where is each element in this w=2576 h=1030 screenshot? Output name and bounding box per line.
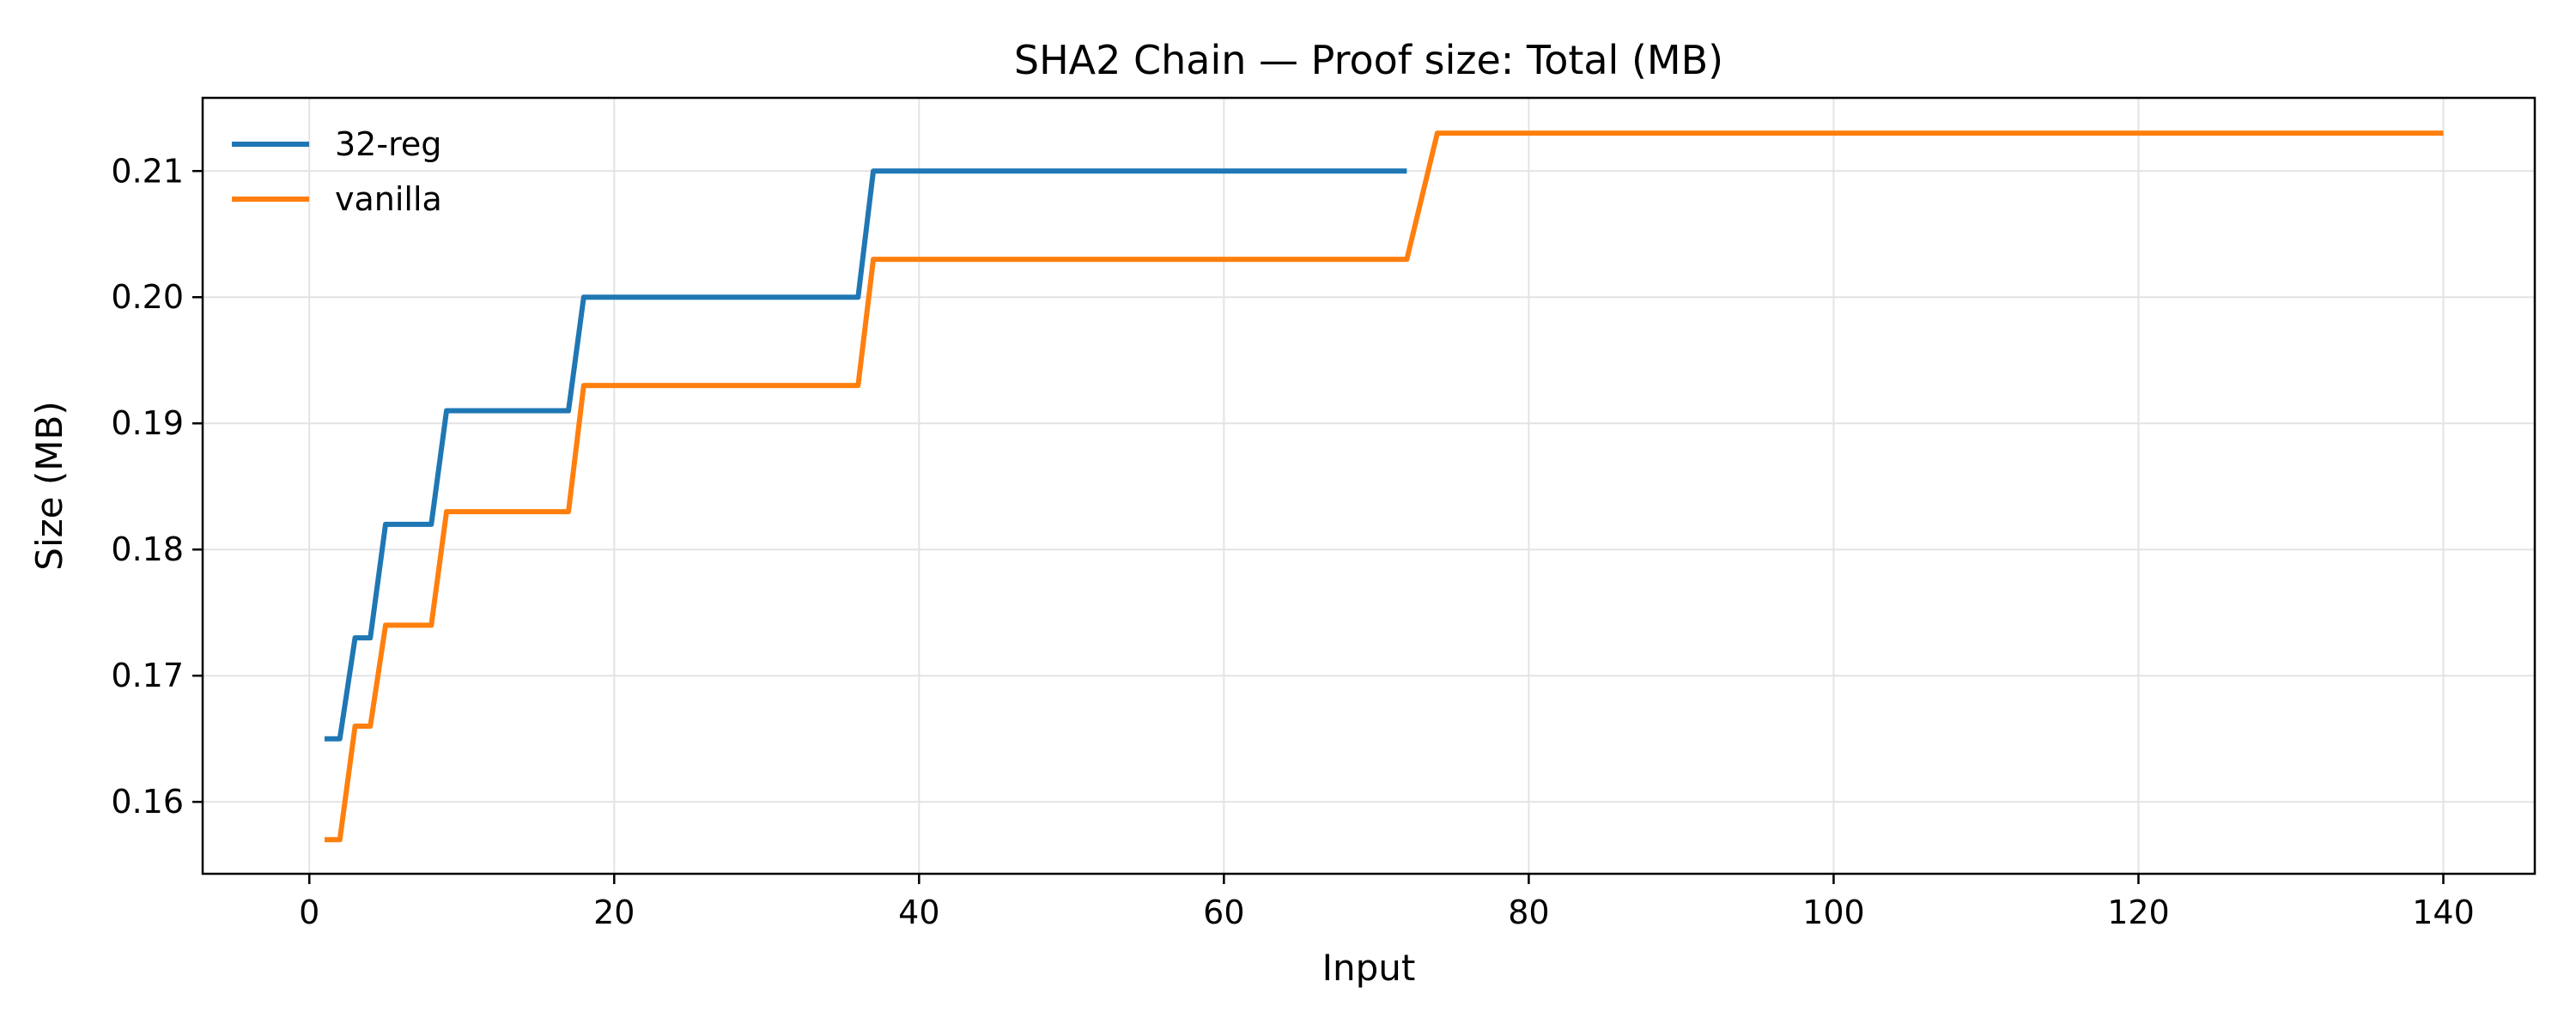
plot-frame (201, 96, 2537, 876)
x-tick-label: 20 (593, 894, 635, 931)
series-line-32-reg (325, 168, 1407, 742)
x-tick-label: 140 (2412, 894, 2475, 931)
x-tick-label: 100 (1802, 894, 1865, 931)
x-axis-label: Input (1322, 947, 1416, 989)
y-tick-label: 0.18 (111, 530, 184, 568)
x-tick-label: 60 (1203, 894, 1244, 931)
legend-label-vanilla: vanilla (335, 180, 442, 218)
y-tick-label: 0.19 (111, 404, 184, 442)
x-axis-ticks: 0 20 40 60 80 100 120 140 (299, 874, 2475, 931)
x-tick-label: 0 (299, 894, 319, 931)
chart-title: SHA2 Chain — Proof size: Total (MB) (1014, 37, 1723, 83)
y-axis-ticks: 0.16 0.17 0.18 0.19 0.20 0.21 (111, 152, 203, 821)
y-tick-label: 0.20 (111, 278, 184, 316)
x-tick-label: 80 (1508, 894, 1549, 931)
legend: 32-reg vanilla (232, 125, 442, 218)
series-line-vanilla (325, 130, 2444, 843)
y-tick-label: 0.17 (111, 657, 184, 694)
legend-label-32-reg: 32-reg (335, 125, 441, 163)
y-axis-label: Size (MB) (28, 401, 70, 570)
y-tick-label: 0.16 (111, 783, 184, 821)
series-layer (325, 130, 2444, 843)
x-tick-label: 40 (898, 894, 939, 931)
y-tick-label: 0.21 (111, 152, 184, 190)
x-tick-label: 120 (2107, 894, 2170, 931)
